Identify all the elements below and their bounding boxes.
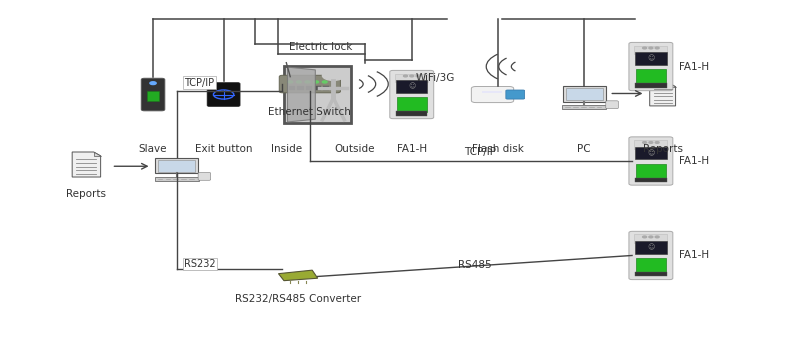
Circle shape [288,81,293,83]
Text: ☺: ☺ [647,150,654,156]
Circle shape [297,81,302,83]
FancyBboxPatch shape [606,101,618,109]
Bar [635,272,666,276]
Circle shape [642,142,646,144]
Bar [636,164,666,178]
Circle shape [655,142,659,144]
Bar [284,66,351,124]
Text: FA1-H: FA1-H [679,156,710,166]
Bar [397,97,426,112]
Circle shape [649,142,653,144]
Text: FA1-H: FA1-H [397,144,427,154]
Circle shape [305,81,310,83]
Text: Exit button: Exit button [195,144,252,154]
Bar [314,86,321,90]
Text: Slave: Slave [138,144,167,154]
Text: Electric lock: Electric lock [289,42,352,52]
Bar [289,86,295,90]
Circle shape [322,71,344,80]
Bar [306,86,312,90]
FancyBboxPatch shape [198,172,210,180]
FancyBboxPatch shape [142,78,165,111]
Polygon shape [278,270,318,281]
Bar [636,258,666,273]
FancyBboxPatch shape [207,82,240,106]
Text: FA1-H: FA1-H [679,251,710,261]
Text: Ethernet Switch: Ethernet Switch [269,107,351,117]
Bar [154,177,198,181]
Polygon shape [72,152,101,177]
Bar [635,241,666,254]
Text: RS485: RS485 [458,260,491,270]
Polygon shape [670,83,675,87]
Text: WiFi/3G: WiFi/3G [415,73,455,83]
Circle shape [642,236,646,238]
Text: PC: PC [578,144,591,154]
FancyBboxPatch shape [279,75,341,93]
Text: ☺: ☺ [647,244,654,251]
Text: Flash disk: Flash disk [472,144,524,154]
Bar [146,91,159,101]
Bar [562,105,606,109]
Bar [298,86,303,90]
Bar [636,70,666,84]
Circle shape [403,75,407,77]
Bar [323,86,330,90]
Text: ☺: ☺ [408,83,415,90]
Text: Outside: Outside [334,144,374,154]
Circle shape [150,82,156,85]
Text: FA1-H: FA1-H [679,61,710,71]
Bar [396,111,427,116]
Text: Reports: Reports [66,189,106,199]
Circle shape [655,236,659,238]
Bar [635,178,666,182]
Bar [634,140,667,149]
Text: RS232/RS485 Converter: RS232/RS485 Converter [235,294,361,304]
FancyBboxPatch shape [629,42,673,91]
Polygon shape [94,152,101,156]
Text: Inside: Inside [270,144,302,154]
Bar [634,46,667,54]
FancyBboxPatch shape [471,86,514,102]
Text: TCP/IP: TCP/IP [184,77,214,87]
Circle shape [314,81,318,83]
Circle shape [322,81,327,83]
Bar [482,91,502,93]
Circle shape [655,47,659,49]
Bar [395,74,428,82]
Circle shape [410,75,414,77]
FancyBboxPatch shape [506,90,525,99]
Polygon shape [287,67,315,122]
Text: RS232: RS232 [184,259,216,269]
Polygon shape [650,83,675,106]
Bar [635,146,666,159]
Circle shape [649,236,653,238]
Bar [562,86,606,101]
Bar [158,160,195,172]
Circle shape [649,47,653,49]
Bar [566,88,602,100]
FancyBboxPatch shape [629,231,673,280]
Text: ☺: ☺ [647,55,654,62]
Bar [155,157,198,173]
Text: TCP/IP: TCP/IP [464,147,496,157]
Text: Reports: Reports [642,144,682,154]
Circle shape [416,75,420,77]
Bar [634,235,667,243]
FancyBboxPatch shape [390,70,434,119]
Bar [635,52,666,65]
Bar [396,80,427,93]
Circle shape [642,47,646,49]
Bar [635,83,666,87]
FancyBboxPatch shape [629,137,673,185]
